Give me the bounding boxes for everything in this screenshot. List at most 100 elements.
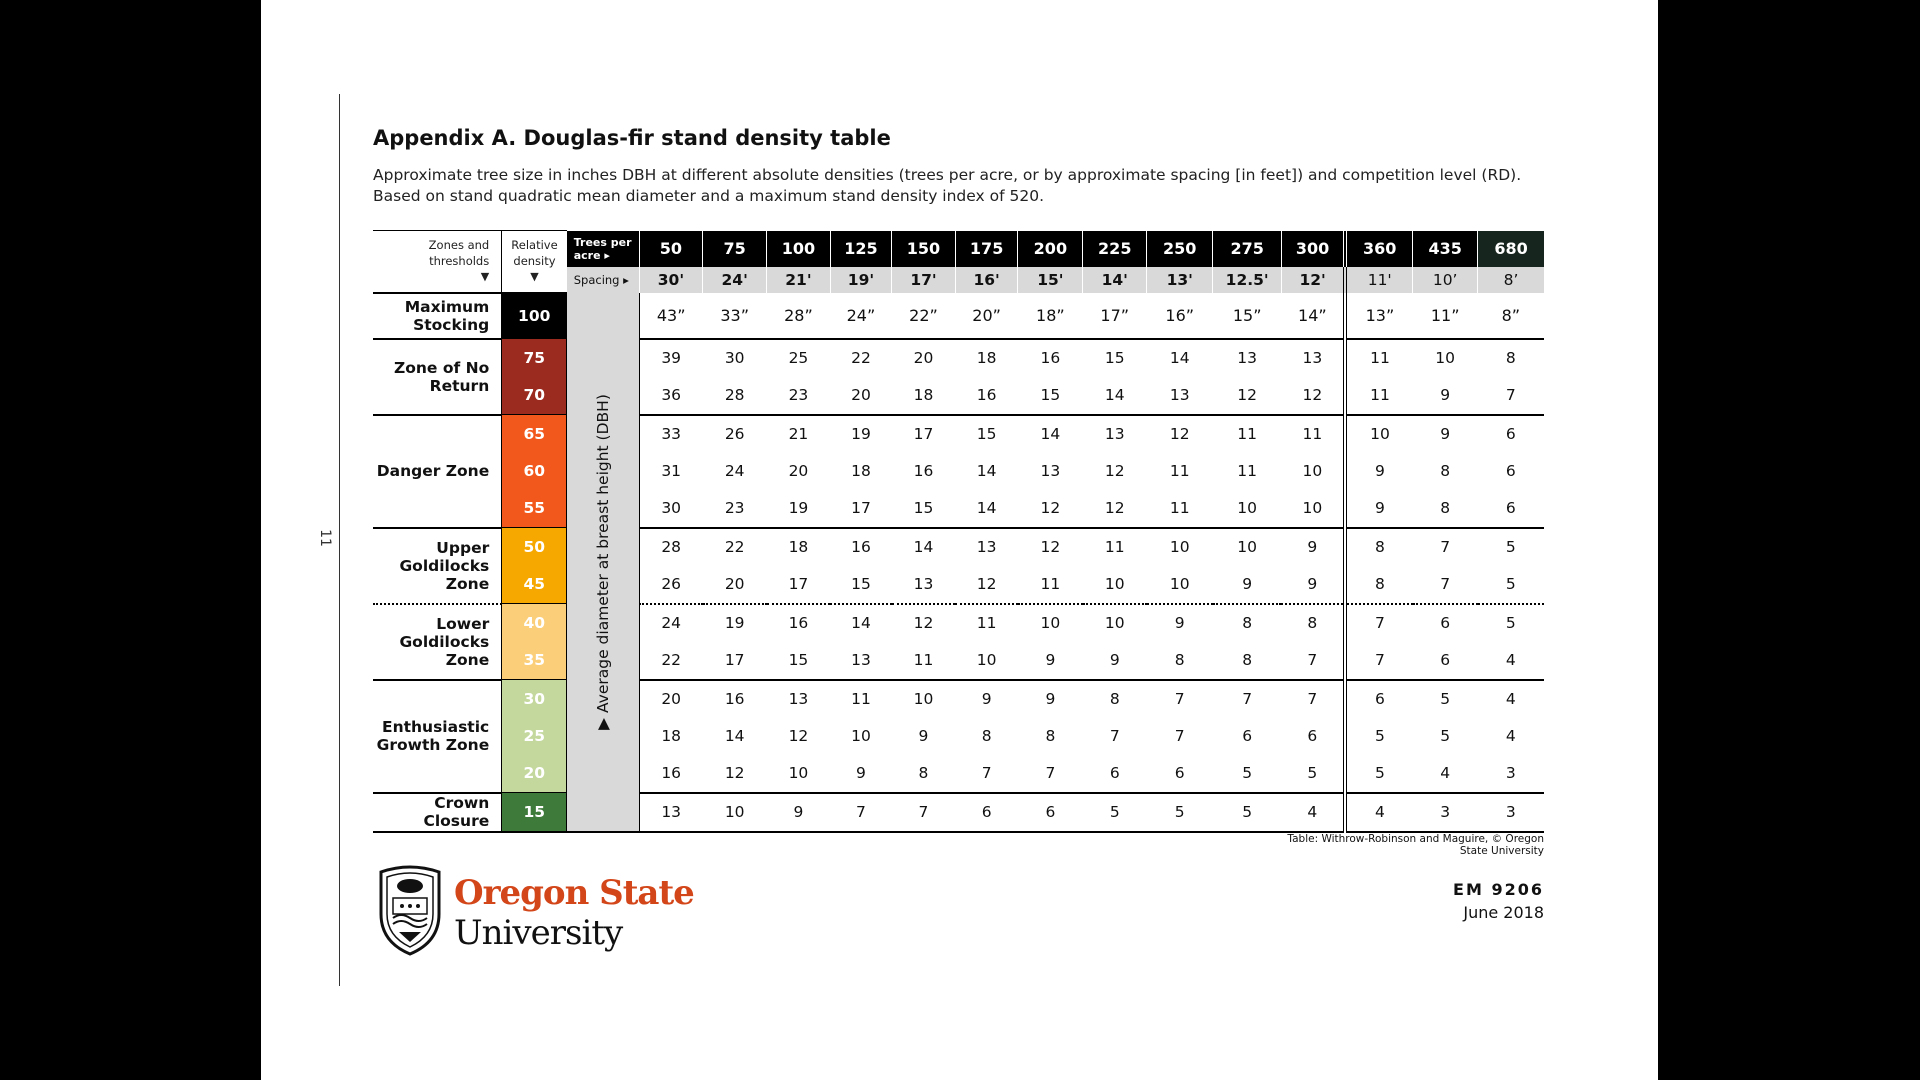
dbh-value: 10 — [1302, 499, 1323, 517]
dbh-value: 5 — [1146, 791, 1213, 833]
dbh-value: 8 — [1281, 602, 1346, 642]
margin-rule — [339, 94, 340, 986]
dbh-value: 15 — [1082, 337, 1147, 377]
dbh-value: 8” — [1501, 305, 1521, 325]
dbh-value: 43” — [638, 292, 703, 339]
dbh-value: 9 — [1281, 526, 1346, 566]
dbh-value: 20 — [851, 386, 871, 404]
trees-per-acre-value: 150 — [891, 230, 956, 267]
dbh-value: 6 — [1412, 602, 1478, 642]
dbh-value: 11 — [1343, 337, 1413, 377]
dbh-value: 3 — [1477, 791, 1544, 833]
document-page: 11 Appendix A. Douglas-fir stand density… — [261, 0, 1658, 1080]
dbh-value: 10 — [851, 727, 871, 745]
dbh-value: 11 — [1040, 575, 1061, 593]
dbh-value: 12 — [1104, 462, 1125, 480]
dbh-value: 12 — [1146, 413, 1213, 453]
dbh-value: 6 — [955, 791, 1018, 833]
dbh-value: 16 — [638, 754, 703, 793]
dbh-value: 5 — [1412, 678, 1478, 718]
table-row: Lower Goldilocks Zone 40 24 19 16 14 12 11 10 10 9… — [373, 602, 1544, 680]
zone-label: Crown Closure — [373, 791, 502, 833]
dbh-value: 15 — [913, 499, 934, 517]
dbh-axis-label-text: Average diameter at breast height (DBH) — [593, 393, 612, 713]
table-row: 60 31 24 20 18 16 14 13 12 11 11 10 9 8 6 — [373, 452, 1544, 490]
dbh-value: 16” — [1165, 305, 1195, 325]
dbh-value: 9 — [1307, 575, 1318, 593]
arrow-down-icon: ▼ — [480, 270, 490, 284]
dbh-value: 18 — [638, 717, 703, 755]
trees-per-acre-label: Trees per acre ▸ — [566, 230, 640, 267]
spacing-value: 16' — [954, 266, 1018, 293]
dbh-value: 10 — [1146, 526, 1213, 566]
dbh-value: 16 — [1017, 337, 1083, 377]
spacing-value: 12' — [1280, 266, 1346, 293]
dbh-value: 11 — [955, 602, 1018, 642]
dbh-value: 6 — [1505, 462, 1516, 480]
dbh-value: 9 — [918, 727, 929, 745]
table-credit: Table: Withrow-Robinson and Maguire, © O… — [1287, 833, 1544, 857]
dbh-value: 8 — [1045, 727, 1056, 745]
dbh-value: 15 — [955, 413, 1018, 453]
trees-per-acre-row: Zones and thresholds ▼ Relative density … — [373, 230, 1544, 294]
dbh-value: 12 — [1040, 499, 1061, 517]
table-row: 55 30 23 19 17 15 14 12 12 11 10 10 9 8 6 — [373, 489, 1544, 528]
dbh-value: 7 — [1146, 678, 1213, 718]
dbh-value: 4 — [1477, 678, 1544, 718]
relative-density-value: 45 — [501, 565, 567, 604]
dbh-value: 6 — [1307, 727, 1318, 745]
relative-density-value: 60 — [501, 452, 567, 490]
dbh-value: 13 — [1040, 462, 1061, 480]
relative-density-value: 65 — [501, 414, 567, 453]
dbh-value: 7 — [1343, 641, 1413, 680]
dbh-value: 24 — [724, 462, 745, 480]
dbh-value: 10 — [1237, 499, 1258, 517]
trees-per-acre-value: 125 — [829, 230, 892, 267]
dbh-value: 28 — [724, 386, 745, 404]
dbh-value: 28” — [784, 305, 813, 325]
dbh-value: 12 — [788, 727, 809, 745]
dbh-value: 18 — [766, 526, 831, 566]
dbh-value: 8 — [1212, 602, 1282, 642]
dbh-value: 26 — [638, 565, 703, 604]
logo-wordmark-line2: University — [454, 913, 623, 953]
dbh-value: 6 — [1440, 651, 1451, 669]
dbh-value: 13 — [913, 575, 934, 593]
dbh-value: 15” — [1232, 305, 1262, 325]
dbh-value: 8 — [981, 727, 992, 745]
spacing-value: 8’ — [1477, 266, 1544, 293]
dbh-value: 9 — [1343, 489, 1413, 528]
spacing-row: Spacing ▸ 30' 24' 21' 19' 17' 16' 15' 14' 13' 12.… — [373, 266, 1544, 293]
dbh-value: 6 — [1017, 791, 1083, 833]
dbh-value: 8 — [1343, 526, 1413, 566]
dbh-value: 22 — [830, 337, 892, 377]
zone-label: Upper Goldilocks Zone — [373, 526, 502, 604]
dbh-value: 20 — [788, 462, 809, 480]
dbh-value: 7 — [1109, 727, 1120, 745]
dbh-value: 7 — [1343, 602, 1413, 642]
dbh-value: 16 — [913, 462, 934, 480]
table-row: 20 16 12 10 9 8 7 7 6 6 5 5 5 4 3 — [373, 754, 1544, 793]
dbh-value: 13 — [638, 791, 703, 833]
dbh-value: 8 — [1174, 651, 1185, 669]
trees-per-acre-value: 175 — [954, 230, 1018, 267]
table-row: 25 18 14 12 10 9 8 8 7 7 6 6 5 5 4 — [373, 717, 1544, 755]
dbh-value: 25 — [766, 337, 831, 377]
dbh-value: 7 — [1307, 651, 1318, 669]
dbh-value: 23 — [788, 386, 809, 404]
table-row: Crown Closure 15 13 10 9 7 7 6 6 5 5 5 4 4 3 3 — [373, 791, 1544, 833]
zones-header-text: Zones and thresholds — [428, 238, 490, 269]
dbh-value: 8 — [1440, 462, 1451, 480]
dbh-value: 9 — [1440, 386, 1451, 404]
dbh-value: 5 — [1343, 754, 1413, 793]
table-row: 70 36 28 23 20 18 16 15 14 13 12 12 11 9 7 — [373, 376, 1544, 415]
dbh-value: 4 — [1281, 791, 1346, 833]
dbh-value: 5 — [1212, 791, 1282, 833]
dbh-value: 31 — [638, 452, 703, 490]
dbh-value: 12 — [976, 575, 997, 593]
spacing-value: 21' — [766, 266, 831, 293]
dbh-value: 6 — [1109, 764, 1120, 782]
dbh-value: 4 — [1505, 651, 1516, 669]
dbh-value: 13 — [766, 678, 831, 718]
dbh-value: 17 — [891, 413, 956, 453]
